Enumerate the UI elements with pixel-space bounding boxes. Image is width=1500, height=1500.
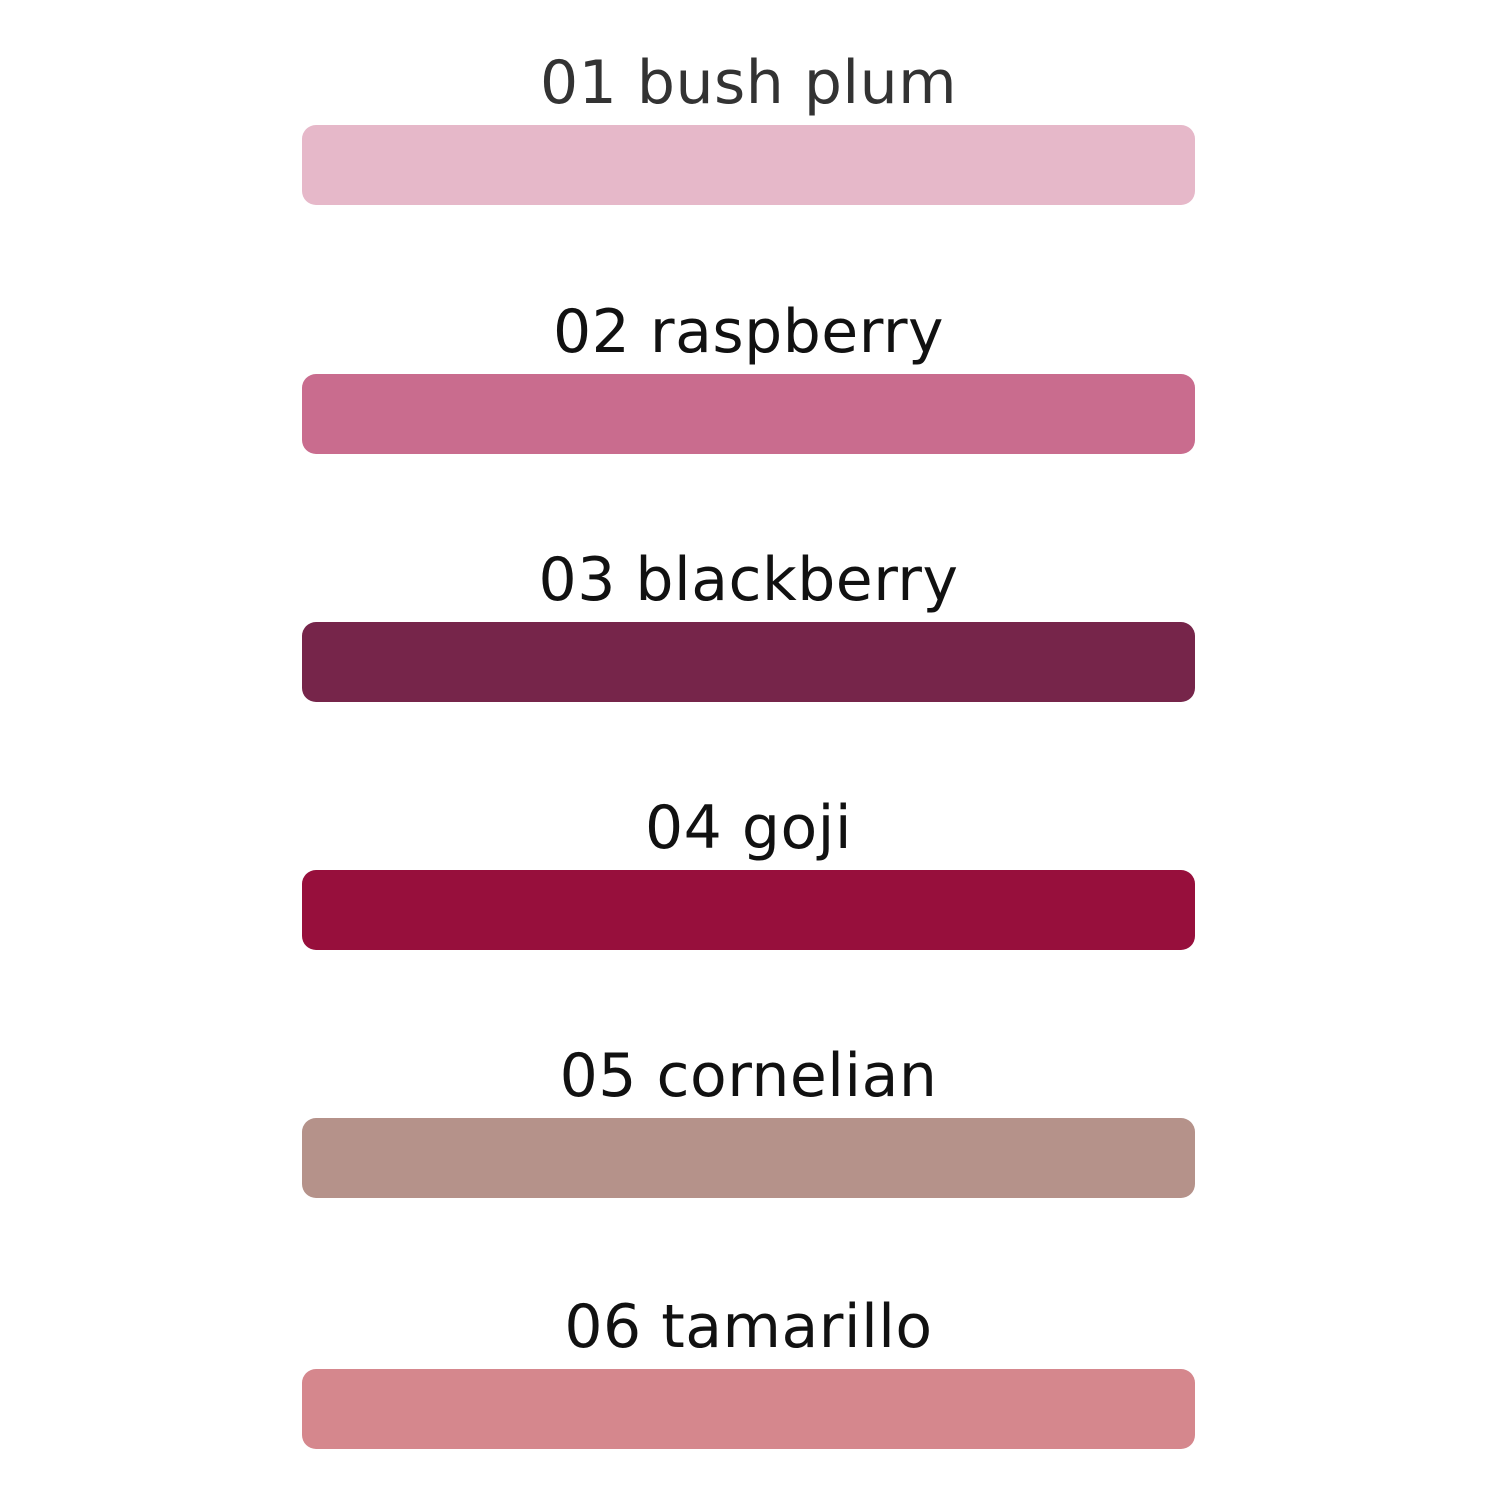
color-bar xyxy=(302,374,1195,454)
swatch-label: 05 cornelian xyxy=(559,1041,938,1111)
color-bar xyxy=(302,622,1195,702)
color-bar xyxy=(302,870,1195,950)
swatch-blackberry: 03 blackberry xyxy=(302,545,1195,702)
swatch-label: 01 bush plum xyxy=(539,48,958,118)
swatch-label: 04 goji xyxy=(644,793,853,863)
swatch-label: 02 raspberry xyxy=(553,297,944,367)
swatch-tamarillo: 06 tamarillo xyxy=(302,1292,1195,1449)
swatch-bush-plum: 01 bush plum xyxy=(302,48,1195,205)
swatch-cornelian: 05 cornelian xyxy=(302,1041,1195,1198)
swatch-label: 06 tamarillo xyxy=(564,1292,933,1362)
swatch-label: 03 blackberry xyxy=(538,545,959,615)
color-bar xyxy=(302,1118,1195,1198)
swatch-raspberry: 02 raspberry xyxy=(302,297,1195,454)
color-bar xyxy=(302,125,1195,205)
swatch-goji: 04 goji xyxy=(302,793,1195,950)
color-bar xyxy=(302,1369,1195,1449)
